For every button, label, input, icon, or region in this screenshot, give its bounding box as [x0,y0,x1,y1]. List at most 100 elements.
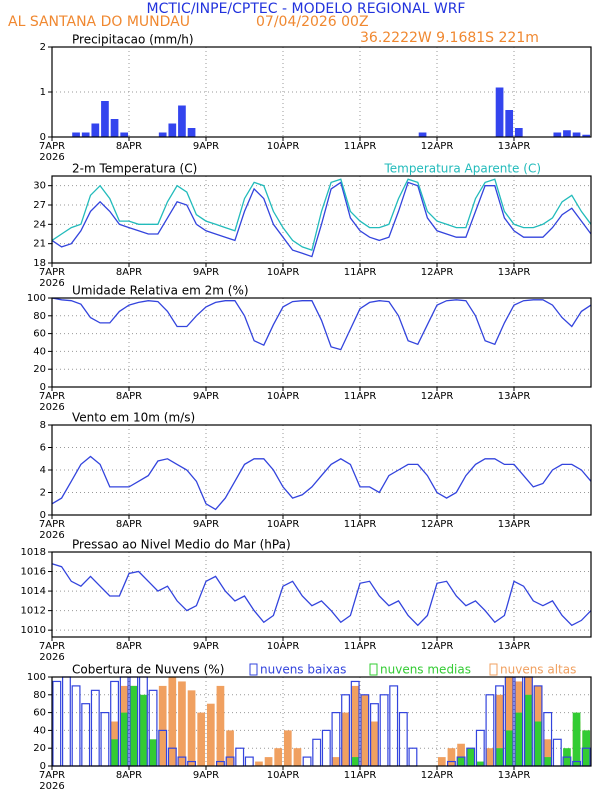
bar [524,694,533,766]
y-tick-label: 1014 [21,586,46,597]
x-tick-label: 7APR [39,770,65,781]
bar [100,711,110,767]
x-tick-label: 7APR [39,267,65,278]
x-tick-label: 13APR [498,641,531,652]
y-tick-label: 1010 [21,625,46,636]
bar [187,690,196,766]
bar [457,757,465,766]
bar [72,132,80,137]
y-tick-label: 40 [33,346,46,357]
y-tick-label: 2 [40,42,46,53]
bar [91,123,100,137]
line [51,181,592,258]
bar [543,739,552,766]
bar [466,748,475,766]
y-tick-label: 80 [33,690,46,701]
bar [553,132,562,137]
bar [543,757,552,766]
bar [178,681,186,766]
x-tick-label: 11APR [344,519,377,530]
line [51,297,592,351]
bar [149,739,157,766]
bar [321,729,331,767]
bar [81,132,90,137]
x-tick-label: 7APR [39,391,65,402]
bar [447,748,456,766]
bar [360,694,369,766]
header-title: MCTIC/INPE/CPTEC - MODELO REGIONAL WRF [147,1,466,17]
x-tick-label: 7APR [39,519,65,530]
plot-frame [51,297,592,388]
x-tick-label: 10APR [267,641,300,652]
y-tick-label: 1012 [21,606,46,617]
bar [495,87,504,137]
y-tick-label: 4 [40,465,46,476]
x-tick-label: 13APR [498,141,531,152]
y-tick-label: 1 [40,87,46,98]
bar [293,748,302,766]
header-run: 07/04/2026 00Z [256,14,369,30]
x-tick-label: 12APR [421,641,454,652]
x-year-label: 2026 [39,402,64,413]
panel-title: Pressao ao Nivel Medio do Mar (hPa) [72,538,291,552]
x-tick-label: 12APR [421,267,454,278]
x-tick-label: 9APR [193,267,219,278]
panel-title: Vento em 10m (m/s) [72,411,195,425]
x-tick-label: 9APR [193,519,219,530]
x-tick-label: 9APR [193,641,219,652]
bar [351,757,360,766]
x-tick-label: 11APR [344,391,377,402]
x-tick-label: 13APR [498,519,531,530]
y-tick-label: 100 [27,293,46,304]
x-tick-label: 10APR [267,141,300,152]
bar [244,756,254,767]
x-tick-label: 13APR [498,391,531,402]
x-tick-label: 8APR [116,391,142,402]
plot-frame [51,424,592,516]
x-tick-label: 10APR [267,770,300,781]
bar [341,712,350,766]
bar [197,712,206,766]
plot-frame [51,676,592,767]
x-tick-label: 8APR [116,770,142,781]
bar [437,757,446,766]
x-tick-label: 10APR [267,267,300,278]
y-tick-label: 30 [33,181,46,192]
bar [110,739,119,766]
plot-frame [51,46,592,138]
panel-title: Precipitacao (mm/h) [72,33,194,47]
x-tick-label: 11APR [344,267,377,278]
bar [168,123,177,137]
legend-swatch [369,663,378,676]
y-tick-label: 8 [40,420,46,431]
legend-label: nuvens medias [380,663,471,677]
bar [563,130,571,137]
y-tick-label: 1018 [21,547,46,558]
bar [408,747,418,767]
x-tick-label: 12APR [421,391,454,402]
bar [120,132,129,137]
y-tick-label: 0 [40,761,46,772]
legend-label: nuvens altas [500,663,576,677]
bar [168,677,177,766]
x-tick-label: 8APR [116,141,142,152]
bar [158,132,167,137]
y-tick-label: 1016 [21,567,46,578]
x-tick-label: 7APR [39,141,65,152]
bar [505,110,514,137]
y-tick-label: 21 [33,239,46,250]
bar [534,721,542,766]
x-tick-label: 13APR [498,770,531,781]
bar [178,105,186,137]
x-tick-label: 12APR [421,519,454,530]
bar [255,761,263,766]
x-year-label: 2026 [39,530,64,541]
plot-frame [51,175,592,264]
bar [129,685,138,766]
y-tick-label: 2 [40,488,46,499]
legend-swatch [489,663,498,676]
bar [206,703,215,766]
bar [398,711,408,767]
bar [370,721,379,766]
